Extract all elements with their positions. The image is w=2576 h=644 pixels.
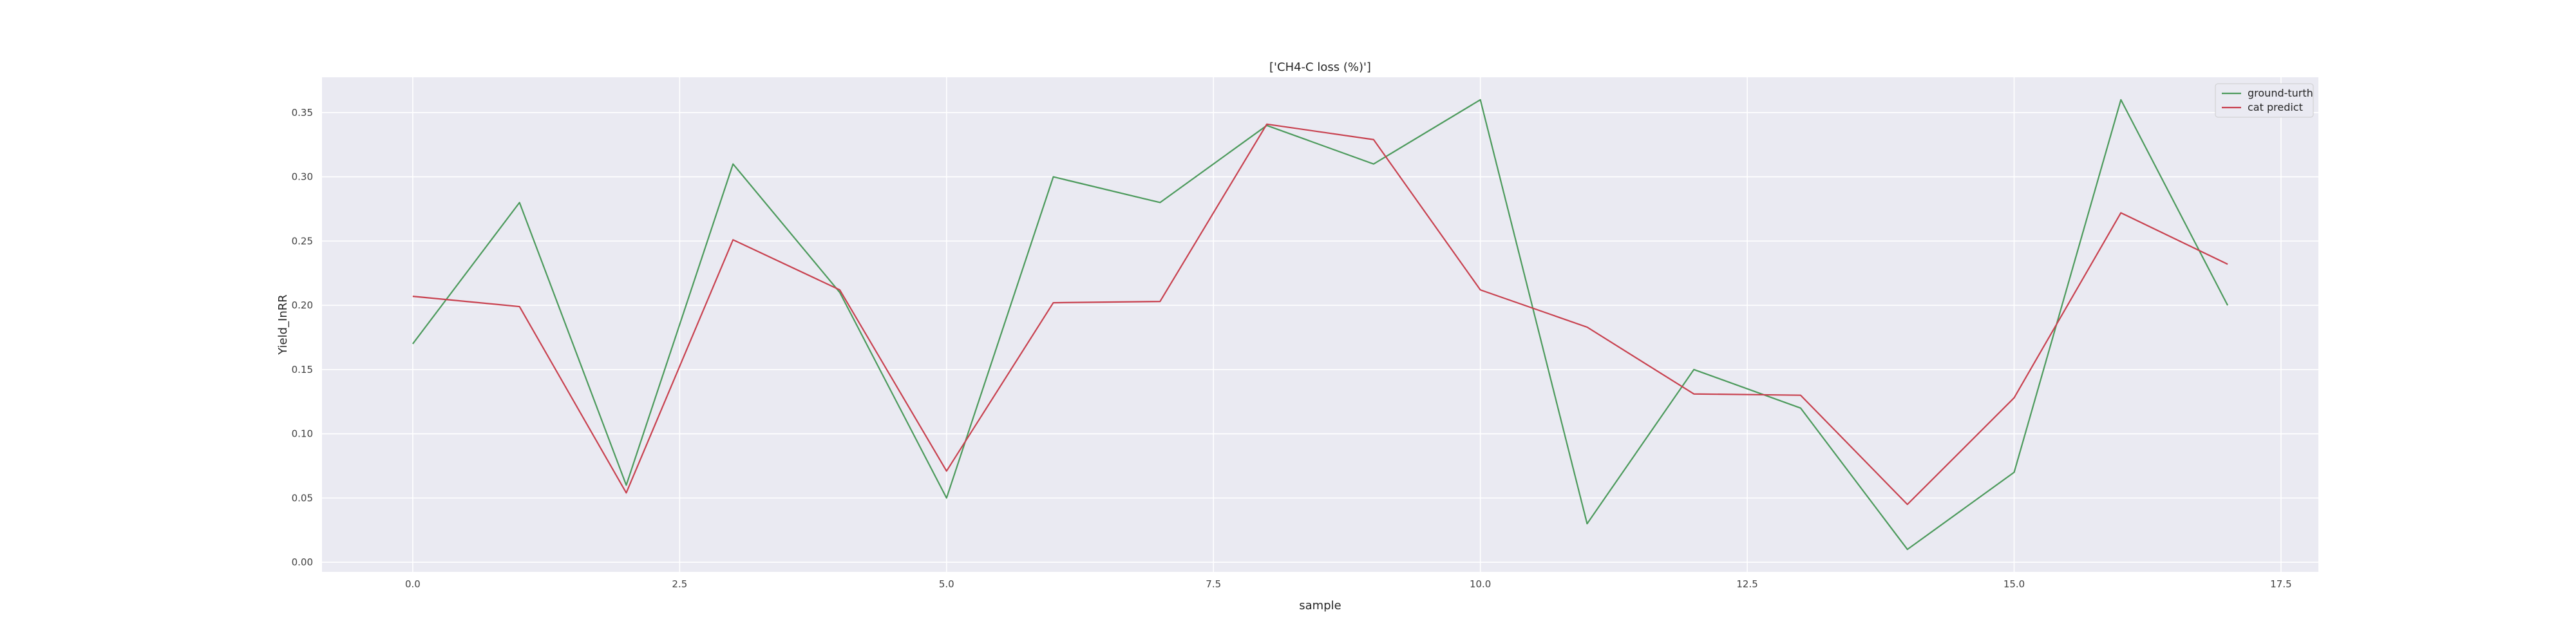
- grid: [322, 77, 2318, 572]
- plot-area: [322, 77, 2318, 572]
- legend-box: [2215, 83, 2314, 118]
- y-tick-label: 0.10: [292, 428, 313, 440]
- x-tick-label: 2.5: [672, 578, 687, 590]
- y-axis-label: Yield_InRR: [276, 294, 290, 355]
- series-line-ground-turth: [412, 99, 2229, 551]
- y-tick-label: 0.25: [292, 235, 313, 247]
- chart-title: ['CH4-C loss (%)']: [1269, 61, 1371, 74]
- x-axis-label: sample: [1299, 599, 1341, 612]
- x-tick-label: 0.0: [405, 578, 421, 590]
- y-axis-ticks: 0.00 0.05 0.10 0.15 0.20 0.25 0.30 0.35: [292, 107, 313, 568]
- y-tick-label: 0.20: [292, 299, 313, 311]
- legend-label: cat predict: [2248, 101, 2303, 113]
- y-tick-label: 0.30: [292, 171, 313, 183]
- x-tick-label: 12.5: [1736, 578, 1757, 590]
- x-axis-ticks: 0.0 2.5 5.0 7.5 10.0 12.5 15.0 17.5: [405, 578, 2292, 590]
- x-tick-label: 17.5: [2270, 578, 2291, 590]
- legend: ground-turth cat predict: [2215, 83, 2314, 118]
- y-tick-label: 0.15: [292, 364, 313, 375]
- x-tick-label: 15.0: [2003, 578, 2025, 590]
- legend-label: ground-turth: [2248, 87, 2313, 99]
- y-tick-label: 0.05: [292, 492, 313, 504]
- series-line-cat-predict: [412, 123, 2228, 506]
- series-lines: [412, 99, 2229, 551]
- y-tick-label: 0.00: [292, 556, 313, 568]
- x-tick-label: 7.5: [1206, 578, 1221, 590]
- x-tick-label: 5.0: [939, 578, 954, 590]
- y-tick-label: 0.35: [292, 107, 313, 118]
- x-tick-label: 10.0: [1470, 578, 1491, 590]
